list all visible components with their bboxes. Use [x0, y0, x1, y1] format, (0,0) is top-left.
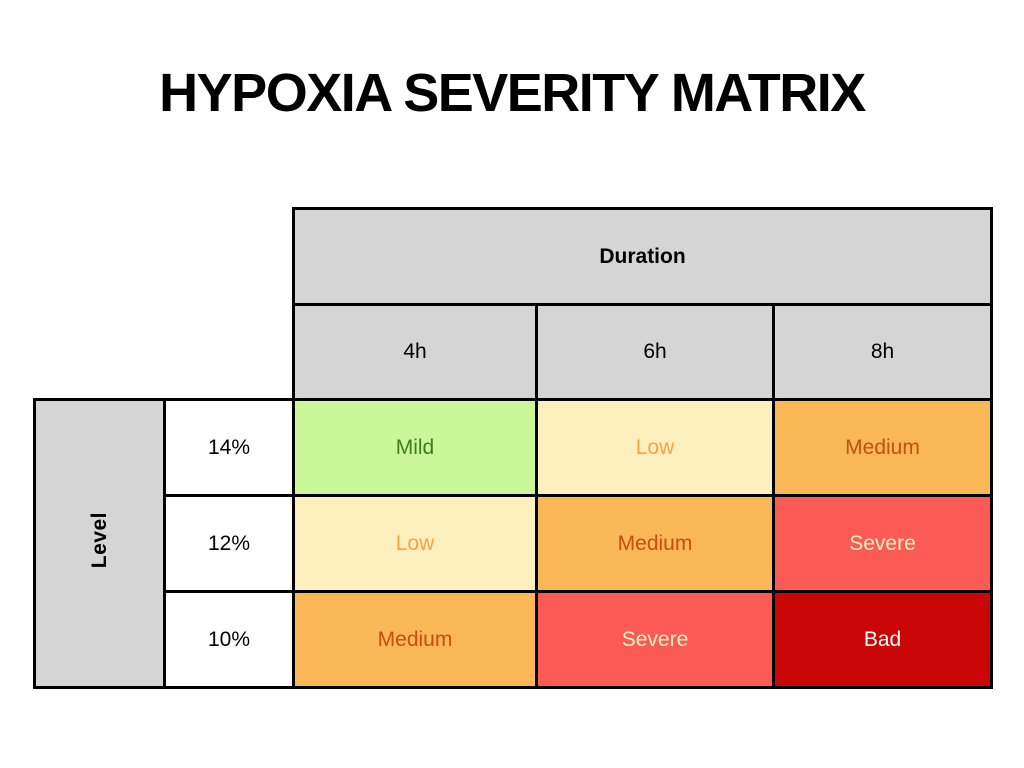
column-header-6h: 6h	[535, 303, 775, 401]
matrix-cell-12pct-6h: Medium	[535, 494, 775, 593]
matrix-cell-14pct-6h: Low	[535, 398, 775, 497]
row-header-12pct: 12%	[163, 494, 295, 593]
row-group-header-label: Level	[87, 512, 111, 569]
matrix-cell-10pct-6h: Severe	[535, 590, 775, 689]
row-group-header-level: Level	[33, 398, 166, 689]
matrix-cell-10pct-4h: Medium	[292, 590, 538, 689]
column-header-8h: 8h	[771, 303, 994, 401]
column-group-header-duration: Duration	[291, 207, 994, 306]
row-header-14pct: 14%	[163, 398, 295, 497]
matrix-corner-spacer	[35, 209, 294, 400]
severity-matrix-table: Duration 4h 6h 8h Level 14% Mild Low Med…	[33, 207, 994, 689]
matrix-cell-14pct-8h: Medium	[771, 398, 994, 497]
column-header-4h: 4h	[292, 303, 538, 401]
matrix-cell-12pct-8h: Severe	[771, 494, 994, 593]
matrix-cell-12pct-4h: Low	[292, 494, 538, 593]
matrix-cell-14pct-4h: Mild	[292, 398, 538, 497]
matrix-cell-10pct-8h: Bad	[771, 590, 994, 689]
page-title: HYPOXIA SEVERITY MATRIX	[159, 63, 866, 123]
row-header-10pct: 10%	[163, 590, 295, 689]
